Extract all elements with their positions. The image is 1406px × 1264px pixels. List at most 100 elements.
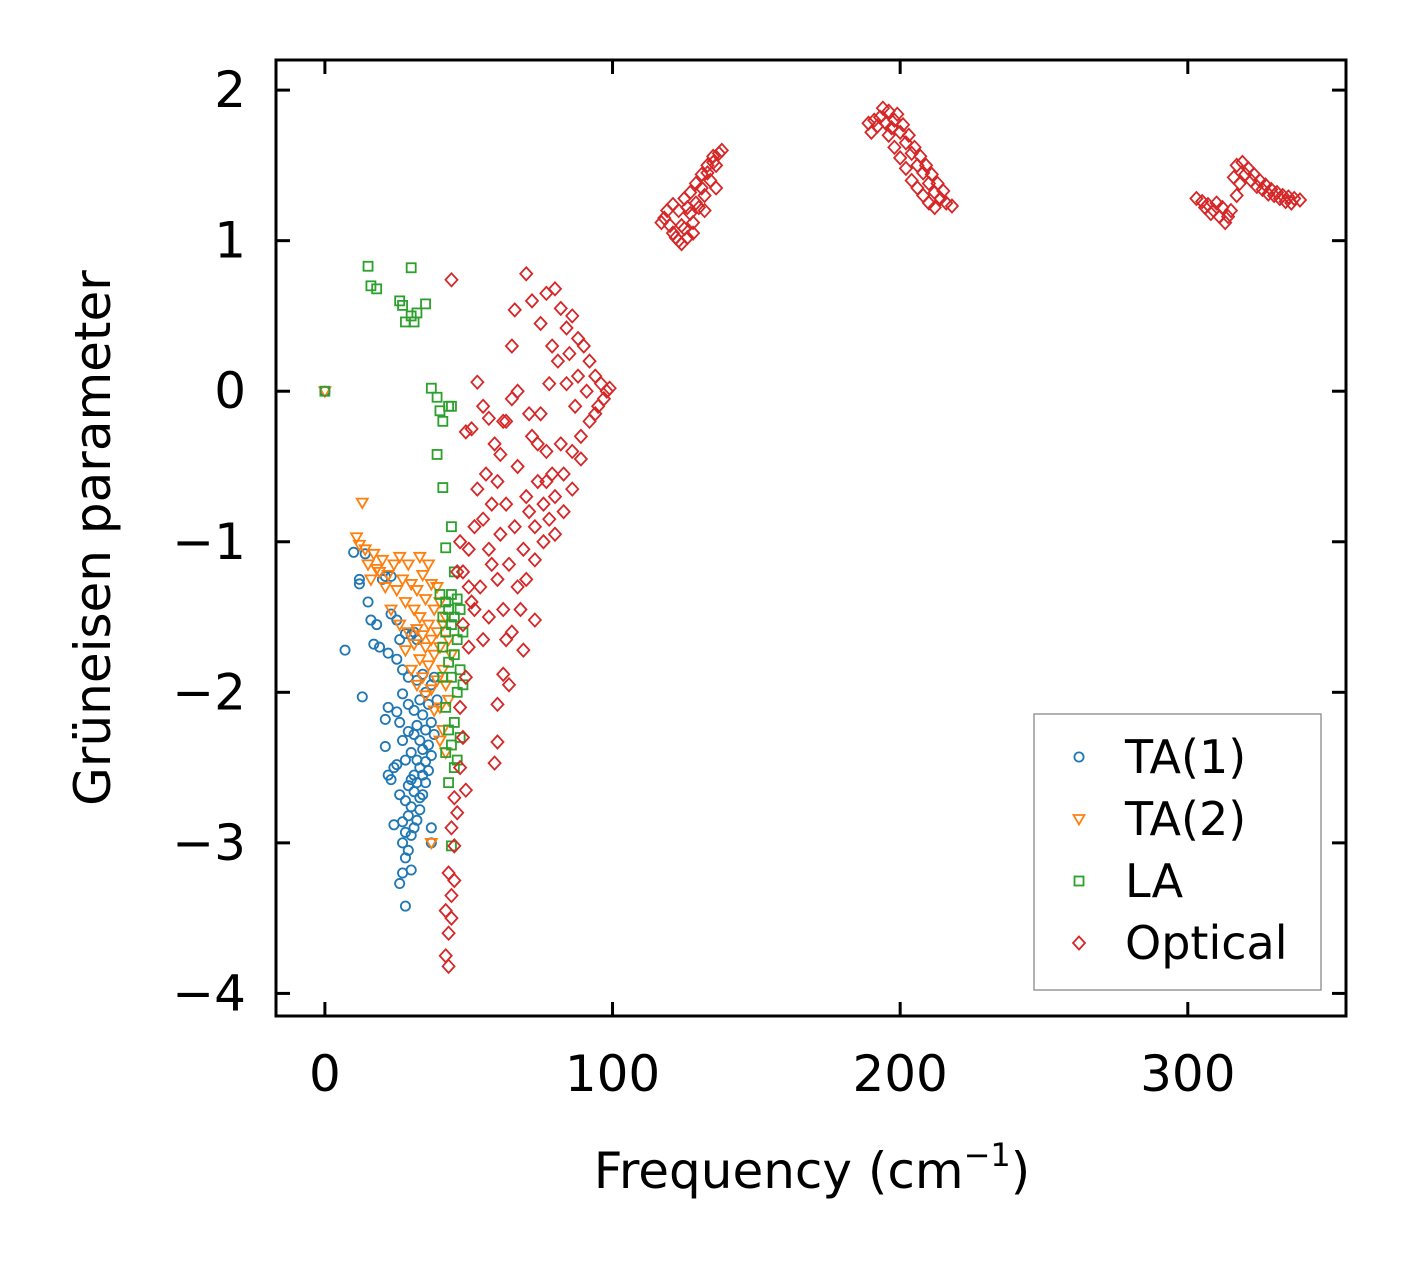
legend-entry: TA(2) [1071, 792, 1246, 846]
data-point [484, 556, 499, 573]
data-point [487, 436, 502, 452]
x-axis-label-text: Frequency (cm [594, 1142, 964, 1200]
data-point [878, 115, 894, 132]
data-point [714, 142, 730, 159]
data-point [472, 579, 488, 595]
data-point [432, 735, 448, 748]
data-point [424, 579, 439, 592]
data-point [470, 481, 485, 497]
data-point [904, 145, 919, 162]
y-tick-label: −2 [172, 663, 246, 721]
data-point [407, 604, 422, 617]
data-point [458, 782, 474, 799]
legend-entry: LA [1073, 854, 1184, 908]
data-point [576, 338, 591, 354]
data-point [449, 564, 465, 580]
data-point [427, 705, 442, 718]
data-point [420, 298, 431, 310]
data-point [391, 759, 403, 771]
data-point [1215, 199, 1230, 216]
data-point [573, 451, 589, 467]
data-point [424, 634, 439, 647]
data-point [694, 166, 709, 183]
data-point [451, 634, 463, 646]
data-point [475, 631, 491, 648]
legend-entry: Optical [1071, 916, 1287, 970]
data-point [412, 551, 427, 565]
data-point [421, 559, 436, 572]
data-point [399, 900, 411, 912]
data-point [927, 199, 942, 216]
data-point [1203, 205, 1219, 222]
data-point [430, 582, 445, 595]
data-point [411, 307, 423, 319]
x-axis-label-superscript: −1 [964, 1136, 1011, 1174]
data-point [438, 679, 453, 693]
data-point [434, 589, 446, 600]
data-point [887, 139, 902, 156]
data-point [443, 604, 454, 615]
data-point [398, 597, 413, 610]
data-point [414, 804, 426, 816]
data-point [388, 762, 400, 774]
data-point [378, 582, 393, 595]
data-point [427, 604, 442, 617]
legend-marker [1073, 751, 1085, 763]
data-point [425, 716, 437, 728]
data-point [913, 148, 928, 165]
data-point [536, 533, 551, 550]
data-point [475, 398, 491, 415]
data-point [448, 762, 460, 773]
data-point [918, 157, 934, 174]
data-point [519, 265, 534, 282]
data-point [688, 195, 704, 211]
data-point [542, 511, 557, 528]
data-point [507, 518, 522, 535]
data-point [539, 473, 554, 490]
data-point [700, 157, 715, 174]
data-point [366, 548, 381, 562]
data-point [519, 488, 534, 505]
data-point [446, 400, 457, 412]
data-point [374, 641, 386, 653]
data-point [383, 604, 399, 617]
data-point [417, 709, 429, 721]
data-point [435, 725, 450, 738]
data-point [1220, 208, 1236, 225]
data-point [398, 645, 413, 658]
data-point [685, 214, 701, 231]
data-point [379, 741, 391, 753]
data-point [542, 375, 557, 392]
series-ta-2 [317, 386, 459, 851]
data-point [369, 563, 384, 577]
data-point [464, 594, 479, 610]
data-point [901, 127, 917, 144]
data-point [446, 671, 457, 683]
data-point [409, 624, 425, 637]
data-point [371, 283, 383, 295]
data-point [527, 552, 543, 568]
data-point [654, 214, 669, 231]
data-point [890, 106, 905, 123]
data-point [382, 701, 394, 713]
legend-label: TA(2) [1124, 792, 1246, 846]
data-point [391, 653, 403, 665]
data-point [443, 777, 454, 789]
data-point [371, 619, 383, 631]
y-tick-label: 2 [214, 61, 246, 119]
data-point [405, 864, 417, 876]
data-point [392, 619, 407, 632]
data-point [527, 612, 543, 628]
data-point [521, 503, 537, 520]
data-point [864, 124, 879, 141]
data-point [685, 225, 701, 241]
data-point [402, 698, 414, 710]
y-tick-label: 0 [214, 362, 246, 420]
data-point [385, 608, 397, 620]
data-point [501, 556, 517, 573]
data-point [372, 566, 387, 580]
plot-frame [274, 58, 1348, 1018]
data-point [399, 826, 411, 838]
data-point [504, 624, 520, 640]
data-point [547, 526, 563, 543]
